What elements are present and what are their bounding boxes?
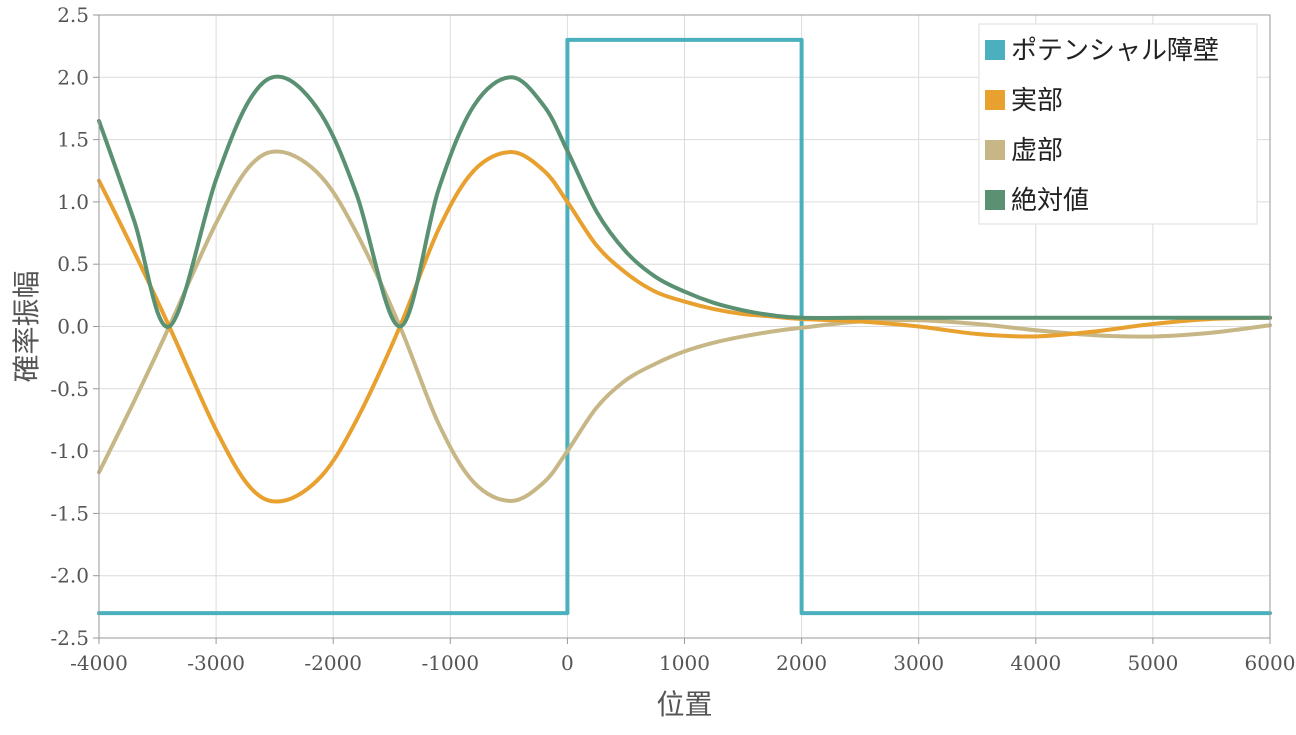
y-tick-label: 0.5 (57, 252, 89, 276)
ticks-layer: -4000 -3000 -2000 -1000 0 1000 2000 3000 4000 500… (50, 3, 1295, 675)
y-tick-label: -1.5 (50, 501, 89, 525)
x-tick-label: -1000 (421, 651, 479, 675)
x-tick-label: -4000 (70, 651, 128, 675)
y-tick-label: -1.0 (50, 439, 89, 463)
x-tick-label: 0 (561, 651, 574, 675)
legend-label: ポテンシャル障壁 (1011, 36, 1219, 66)
y-tick-label: 1.5 (57, 128, 89, 152)
x-tick-label: 1000 (659, 651, 710, 675)
x-tick-label: -2000 (304, 651, 362, 675)
x-axis-title: 位置 (656, 688, 712, 721)
series-line-4 (97, 74, 1272, 329)
y-tick-label: 1.0 (57, 190, 89, 214)
x-tick-label: 6000 (1245, 651, 1296, 675)
x-tick-label: 5000 (1127, 651, 1178, 675)
y-tick-label: 2.0 (57, 65, 89, 89)
series-line-1 (97, 37, 1272, 616)
legend-swatch (985, 90, 1005, 110)
series-line-3 (97, 149, 1272, 503)
x-tick-label: 4000 (1010, 651, 1061, 675)
series-line-2 (97, 150, 1272, 504)
y-tick-label: -2.5 (50, 626, 89, 650)
y-tick-label: 0.0 (57, 315, 89, 339)
legend-swatch (985, 190, 1005, 210)
y-tick-label: -2.0 (50, 564, 89, 588)
legend-label: 絶対値 (1011, 186, 1089, 216)
x-tick-label: 3000 (893, 651, 944, 675)
y-tick-label: 2.5 (57, 3, 89, 27)
legend-label: 実部 (1011, 86, 1063, 116)
y-axis-title: 確率振幅 (10, 270, 43, 382)
legend-label: 虚部 (1011, 136, 1063, 166)
x-tick-label: -3000 (187, 651, 245, 675)
legend-swatch (985, 40, 1005, 60)
series-layer (97, 37, 1272, 616)
y-tick-label: -0.5 (50, 377, 89, 401)
x-tick-label: 2000 (776, 651, 827, 675)
legend-swatch (985, 140, 1005, 160)
legend-box (978, 23, 1258, 225)
